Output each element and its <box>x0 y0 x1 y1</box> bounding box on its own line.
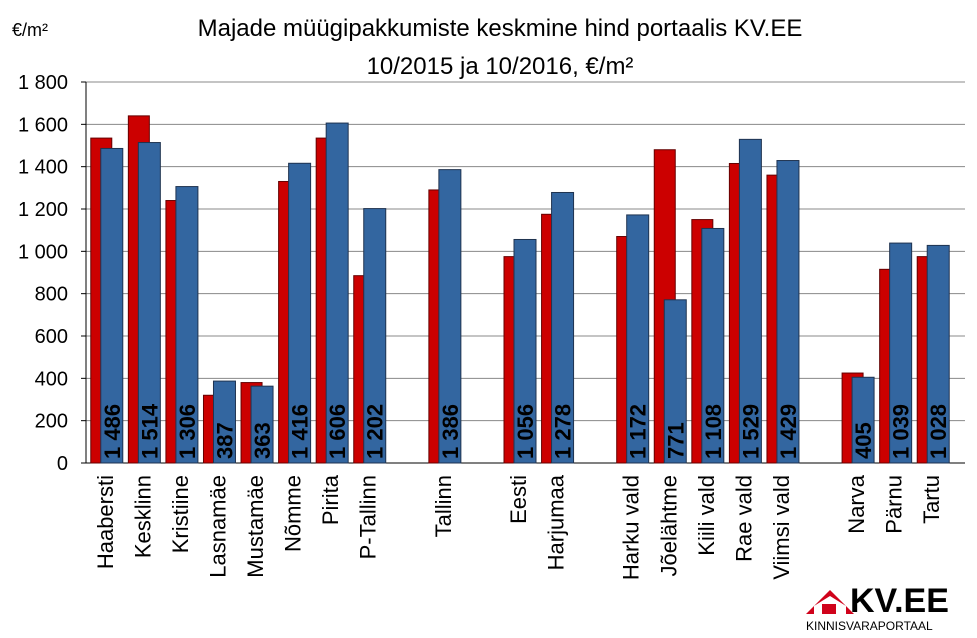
data-label: 1 278 <box>551 404 576 459</box>
data-label: 387 <box>212 422 237 459</box>
chart-subtitle: 10/2015 ja 10/2016, €/m² <box>367 53 634 80</box>
x-tick-label: Tartu <box>919 475 944 524</box>
x-tick-label: Jõelähtme <box>656 475 681 577</box>
chart-title: Majade müügipakkumiste keskmine hind por… <box>198 15 803 42</box>
data-label: 1 028 <box>926 404 951 459</box>
x-tick-label: Rae vald <box>731 475 756 562</box>
data-label: 405 <box>851 422 876 459</box>
bar <box>250 385 274 464</box>
x-tick-label: Kesklinn <box>130 475 155 558</box>
x-tick-label: Kiili vald <box>694 475 719 556</box>
data-label: 771 <box>663 422 688 459</box>
logo-icon <box>822 604 836 614</box>
x-tick-label: Mustamäe <box>243 475 268 578</box>
bar <box>663 299 687 464</box>
y-tick-label: 1 600 <box>18 114 68 136</box>
y-tick-label: 400 <box>35 368 68 390</box>
bar <box>626 214 650 464</box>
data-label: 1 416 <box>288 404 313 459</box>
logo-tagline: KINNISVARAPORTAAL <box>806 619 933 633</box>
bar <box>776 160 800 464</box>
y-tick-label: 1 000 <box>18 241 68 263</box>
data-label: 1 429 <box>776 404 801 459</box>
x-tick-label: Pärnu <box>882 475 907 534</box>
bar <box>212 380 236 464</box>
y-tick-label: 600 <box>35 326 68 348</box>
y-axis-label: €/m² <box>12 20 48 40</box>
x-tick-label: Narva <box>844 474 869 533</box>
bar <box>513 238 537 464</box>
x-tick-label: Pirita <box>318 474 343 525</box>
bar <box>701 227 725 464</box>
data-label: 1 056 <box>513 404 538 459</box>
logo: KV.EE KINNISVARAPORTAAL <box>806 582 949 633</box>
y-tick-label: 1 800 <box>18 72 68 94</box>
data-label: 1 202 <box>363 404 388 459</box>
x-tick-label: Lasnamäe <box>205 475 230 578</box>
data-label: 1 486 <box>100 404 125 459</box>
data-label: 1 039 <box>889 404 914 459</box>
bar <box>325 122 349 464</box>
data-label: 363 <box>250 422 275 459</box>
data-label: 1 172 <box>626 404 651 459</box>
x-tick-label: Haabersti <box>93 475 118 569</box>
bar <box>926 244 950 464</box>
data-label: 1 529 <box>738 404 763 459</box>
data-label: 1 606 <box>325 404 350 459</box>
bar <box>288 162 312 464</box>
bar <box>438 169 462 464</box>
y-tick-label: 1 400 <box>18 157 68 179</box>
x-tick-label: P-Tallinn <box>356 475 381 559</box>
bar <box>363 208 387 464</box>
bar <box>851 376 875 464</box>
logo-icon <box>806 590 854 614</box>
data-label: 1 386 <box>438 404 463 459</box>
x-tick-label: Harku vald <box>619 475 644 580</box>
bar <box>551 191 575 464</box>
data-label: 1 306 <box>175 404 200 459</box>
x-tick-label: Harjumaa <box>544 474 569 570</box>
y-tick-label: 1 200 <box>18 199 68 221</box>
x-tick-label: Tallinn <box>431 475 456 537</box>
bar <box>175 186 199 464</box>
logo-name: KV.EE <box>850 582 949 620</box>
bar <box>137 142 161 464</box>
data-label: 1 514 <box>137 403 162 459</box>
x-tick-label: Kristiine <box>168 475 193 553</box>
data-label: 1 108 <box>701 404 726 459</box>
x-tick-label: Eesti <box>506 475 531 524</box>
x-tick-label: Nõmme <box>281 475 306 552</box>
bar <box>738 138 762 464</box>
bar <box>100 147 124 464</box>
y-tick-label: 200 <box>35 411 68 433</box>
y-tick-label: 800 <box>35 284 68 306</box>
bar <box>889 242 913 464</box>
y-tick-label: 0 <box>57 453 68 475</box>
x-tick-label: Viimsi vald <box>769 475 794 580</box>
